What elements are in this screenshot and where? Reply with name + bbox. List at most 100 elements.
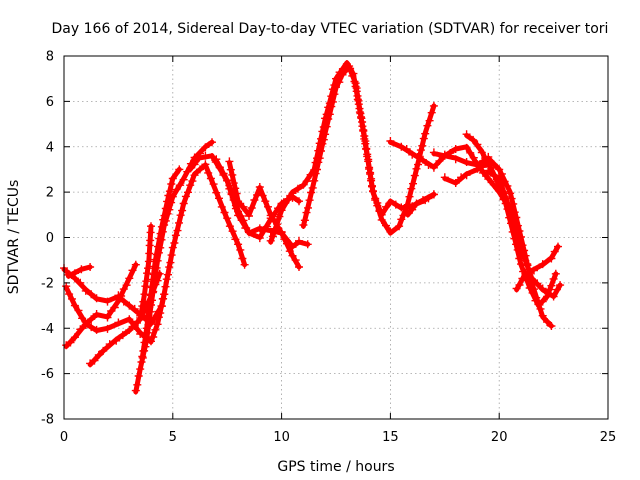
plus-marker [164, 270, 172, 279]
plus-marker [153, 320, 162, 329]
plus-marker [517, 244, 525, 253]
plus-marker [94, 350, 103, 359]
plus-marker [435, 156, 444, 165]
plus-marker [158, 294, 167, 303]
plus-marker [231, 184, 240, 193]
plus-marker [288, 189, 297, 198]
plus-marker [228, 170, 237, 179]
plus-marker [511, 226, 520, 235]
plus-marker [429, 163, 438, 172]
series-track-5 [64, 263, 95, 279]
plus-marker [130, 304, 139, 313]
plus-marker [186, 181, 195, 190]
plus-marker [507, 212, 516, 221]
plus-marker [534, 300, 543, 309]
plus-marker [122, 281, 131, 290]
plus-marker [155, 234, 164, 243]
plus-marker [332, 83, 340, 92]
plus-marker [141, 332, 150, 341]
plus-marker [103, 313, 112, 322]
series-track-3 [62, 260, 140, 350]
plus-marker [322, 122, 331, 131]
plus-marker [477, 148, 486, 157]
plus-marker [92, 310, 101, 318]
plus-marker [327, 102, 336, 111]
plus-marker [64, 270, 73, 279]
plus-marker [181, 192, 190, 201]
plus-marker [219, 171, 228, 180]
plus-marker [544, 289, 553, 298]
plus-marker [68, 294, 76, 303]
plus-marker [469, 153, 478, 162]
plus-marker [528, 288, 537, 297]
plus-marker [521, 269, 530, 278]
plus-marker [178, 206, 187, 215]
plus-marker [330, 90, 339, 99]
plus-marker [167, 251, 176, 260]
plus-marker [87, 315, 96, 324]
plus-marker [462, 158, 471, 166]
plus-marker [506, 207, 515, 216]
series-track-8 [136, 222, 155, 322]
plus-marker [364, 157, 373, 166]
plus-marker [523, 261, 532, 270]
plus-marker [538, 297, 547, 306]
plus-marker [386, 198, 395, 207]
plus-marker [275, 212, 284, 221]
plus-marker [211, 158, 220, 167]
plus-marker [168, 243, 177, 252]
plus-marker [429, 190, 438, 199]
plus-marker [424, 161, 433, 169]
plus-marker [168, 174, 177, 183]
plus-marker [462, 130, 471, 139]
plus-marker [357, 114, 366, 123]
series-track [63, 262, 139, 349]
plus-marker [503, 181, 512, 190]
plus-marker [499, 187, 508, 196]
y-tick-label: 6 [46, 95, 54, 110]
plus-marker [234, 211, 243, 220]
series-track-7 [138, 165, 184, 361]
plus-marker [194, 154, 203, 163]
plus-marker [451, 145, 460, 153]
plus-marker [162, 275, 171, 284]
plus-marker [238, 254, 247, 263]
plus-marker [175, 218, 183, 227]
plus-marker [299, 221, 308, 229]
plus-marker [152, 250, 161, 259]
plus-marker [255, 234, 264, 243]
plus-marker [170, 239, 179, 247]
plus-marker [184, 188, 192, 197]
plus-marker [154, 313, 163, 322]
plus-marker [74, 306, 83, 315]
plus-marker [139, 347, 148, 355]
plus-marker [201, 151, 210, 160]
plus-marker [157, 222, 166, 231]
plus-marker [311, 169, 320, 178]
plus-marker [70, 269, 79, 278]
plus-marker [66, 338, 75, 347]
plus-marker [261, 197, 270, 206]
plus-marker [110, 303, 119, 312]
plus-marker [273, 220, 282, 229]
plus-marker [143, 269, 152, 278]
plus-marker [352, 84, 361, 93]
plus-marker [204, 168, 213, 177]
plus-marker [318, 139, 327, 148]
plus-marker [473, 164, 482, 173]
plus-marker [145, 303, 154, 312]
series-track [514, 244, 561, 293]
plus-marker [150, 262, 159, 271]
plus-marker [419, 155, 427, 164]
plus-marker [315, 154, 324, 163]
plus-marker [157, 302, 166, 310]
plus-marker [363, 152, 372, 161]
plus-marker [369, 187, 377, 196]
plus-marker [78, 314, 87, 323]
plus-marker [125, 315, 134, 324]
plus-marker [247, 204, 256, 212]
plus-marker [149, 270, 158, 279]
plus-marker [255, 224, 264, 233]
marker-group [462, 130, 493, 169]
plus-marker [348, 71, 357, 80]
